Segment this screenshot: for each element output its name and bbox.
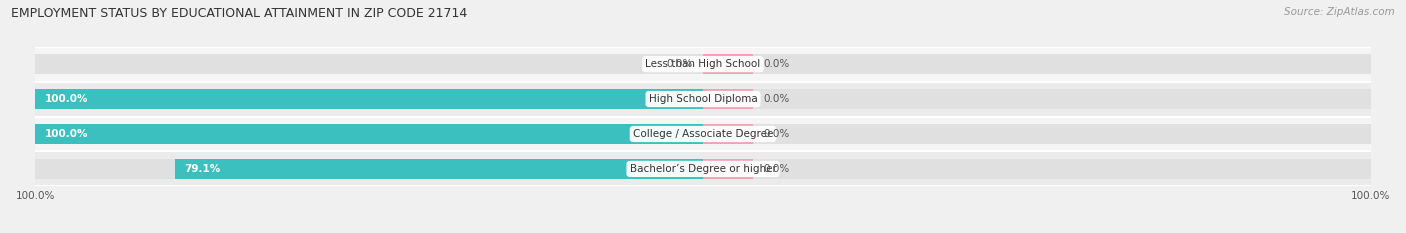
Text: 0.0%: 0.0% [763,164,789,174]
Text: Less than High School: Less than High School [645,59,761,69]
Text: 100.0%: 100.0% [45,129,89,139]
Bar [703,124,1371,144]
Bar [703,54,1371,74]
Bar [703,89,1371,109]
Text: College / Associate Degree: College / Associate Degree [633,129,773,139]
Text: EMPLOYMENT STATUS BY EDUCATIONAL ATTAINMENT IN ZIP CODE 21714: EMPLOYMENT STATUS BY EDUCATIONAL ATTAINM… [11,7,468,20]
Text: Bachelor’s Degree or higher: Bachelor’s Degree or higher [630,164,776,174]
Bar [174,159,703,179]
Bar [703,54,754,74]
Bar [35,124,703,144]
Bar [35,116,1371,151]
Bar [35,54,703,74]
Bar [35,89,703,109]
Bar [703,159,754,179]
Text: 0.0%: 0.0% [666,59,693,69]
Text: 100.0%: 100.0% [45,94,89,104]
Bar [35,89,703,109]
Text: 0.0%: 0.0% [763,129,789,139]
Bar [35,47,1371,82]
Text: Source: ZipAtlas.com: Source: ZipAtlas.com [1284,7,1395,17]
Bar [35,159,703,179]
Bar [35,82,1371,116]
Text: High School Diploma: High School Diploma [648,94,758,104]
Text: 0.0%: 0.0% [763,94,789,104]
Text: 79.1%: 79.1% [184,164,221,174]
Bar [35,124,703,144]
Bar [703,124,754,144]
Bar [35,151,1371,186]
Text: 0.0%: 0.0% [763,59,789,69]
Bar [703,89,754,109]
Bar [703,159,1371,179]
